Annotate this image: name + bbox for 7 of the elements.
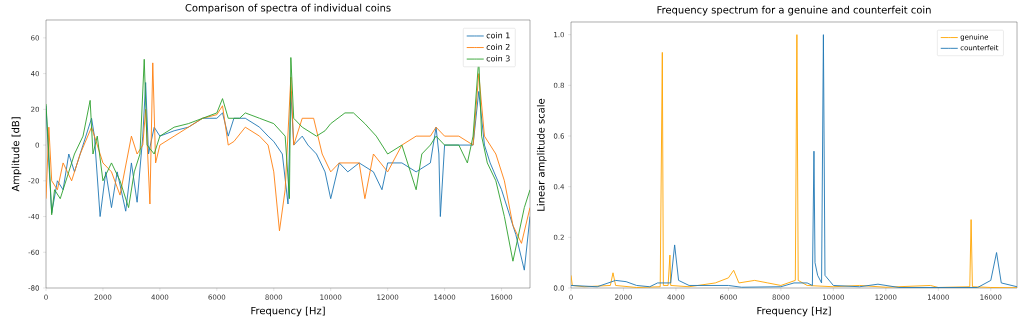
chart-title: Frequency spectrum for a genuine and counterfeit coin [657,5,931,16]
chart-title: Comparison of spectra of individual coins [185,3,391,14]
x-axis-title: Frequency [Hz] [757,306,831,317]
x-axis-title: Frequency [Hz] [251,306,325,317]
y-axis-title: Amplitude [dB] [11,117,22,192]
line-series [571,34,1018,288]
y-axis-title: Linear amplitude scale [536,98,547,211]
